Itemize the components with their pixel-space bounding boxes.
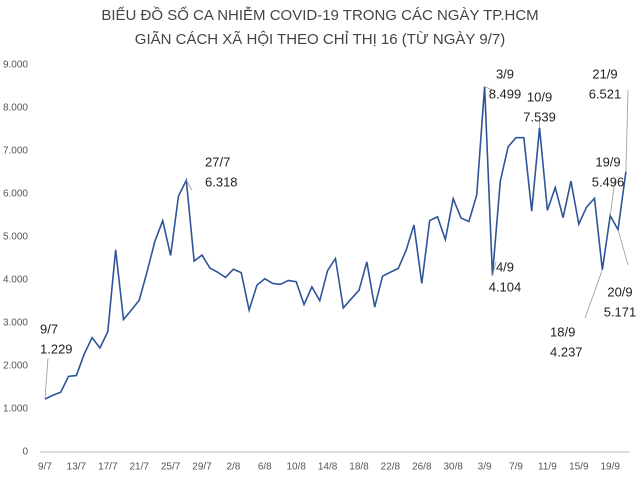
y-tick-label: 9.000 xyxy=(3,60,28,71)
data-label: 6.318 xyxy=(205,174,238,189)
leader-line xyxy=(617,229,629,266)
chart-title: BIỂU ĐỒ SỐ CA NHIỄM COVID-19 TRONG CÁC N… xyxy=(101,6,538,24)
data-label: 4.104 xyxy=(489,279,522,294)
x-tick-label: 15/9 xyxy=(569,462,589,473)
data-label: 5.171 xyxy=(604,304,637,319)
x-tick-label: 7/9 xyxy=(509,462,523,473)
x-tick-label: 21/7 xyxy=(129,462,149,473)
x-tick-label: 10/8 xyxy=(286,462,306,473)
data-label: 8.499 xyxy=(489,86,522,101)
x-tick-label: 18/8 xyxy=(349,462,369,473)
x-tick-label: 26/8 xyxy=(412,462,432,473)
y-tick-label: 0 xyxy=(22,447,28,458)
data-label: 7.539 xyxy=(523,109,556,124)
leader-line xyxy=(484,86,493,91)
x-tick-label: 29/7 xyxy=(192,462,212,473)
x-tick-label: 25/7 xyxy=(161,462,181,473)
x-tick-label: 19/9 xyxy=(600,462,620,473)
y-tick-label: 7.000 xyxy=(3,146,28,157)
data-label: 1.229 xyxy=(40,341,73,356)
annotation-date: 19/9 xyxy=(595,154,620,169)
x-tick-label: 11/9 xyxy=(538,462,557,473)
leader-line xyxy=(185,180,193,191)
x-tick-label: 3/9 xyxy=(478,462,492,473)
leader-line xyxy=(625,89,629,172)
x-tick-label: 17/7 xyxy=(98,462,118,473)
leader-line xyxy=(44,357,49,400)
x-tick-label: 22/8 xyxy=(381,462,401,473)
annotation-date: 20/9 xyxy=(607,284,632,299)
x-tick-label: 30/8 xyxy=(443,462,463,473)
x-tick-label: 9/7 xyxy=(38,462,52,473)
x-tick-label: 6/8 xyxy=(258,462,272,473)
leader-line xyxy=(492,261,497,276)
annotation-date: 21/9 xyxy=(592,66,617,81)
data-label: 6.521 xyxy=(589,86,622,101)
data-label: 5.496 xyxy=(592,174,625,189)
y-tick-label: 3.000 xyxy=(3,318,28,329)
line xyxy=(44,86,627,400)
y-tick-label: 4.000 xyxy=(3,275,28,286)
data-label: 4.237 xyxy=(550,344,583,359)
y-tick-label: 1.000 xyxy=(3,404,28,415)
annotation-date: 10/9 xyxy=(527,89,552,104)
annotation-date: 3/9 xyxy=(496,66,514,81)
y-tick-label: 6.000 xyxy=(3,189,28,200)
y-tick-label: 2.000 xyxy=(3,361,28,372)
x-tick-label: 14/8 xyxy=(318,462,338,473)
leader-line xyxy=(584,269,603,319)
leader-line xyxy=(609,179,616,216)
y-tick-label: 8.000 xyxy=(3,103,28,114)
annotation-date: 4/9 xyxy=(496,259,514,274)
annotation-date: 27/7 xyxy=(205,154,230,169)
chart-title: GIÃN CÁCH XÃ HỘI THEO CHỈ THỊ 16 (TỪ NGÀ… xyxy=(135,31,505,48)
y-tick-label: 5.000 xyxy=(3,232,28,243)
x-tick-label: 2/8 xyxy=(226,462,240,473)
annotation-date: 18/9 xyxy=(550,324,575,339)
annotation-date: 9/7 xyxy=(40,321,58,336)
x-tick-label: 13/7 xyxy=(67,462,87,473)
